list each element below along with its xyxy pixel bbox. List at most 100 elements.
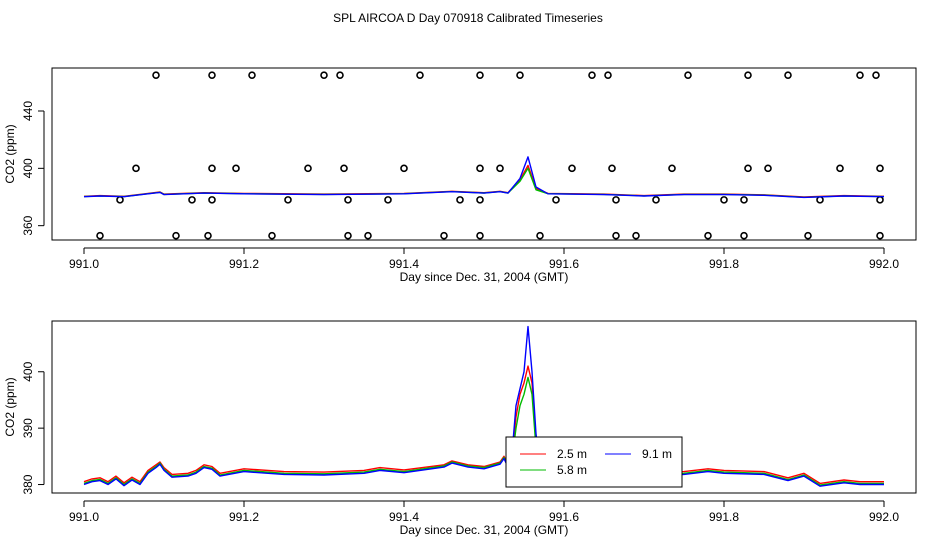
top-x-tick-label: 991.4	[389, 257, 419, 271]
bottom-series-9-1m	[83, 325, 884, 487]
top-calibration-point	[268, 231, 276, 240]
top-calibration-point	[720, 196, 728, 204]
bottom-x-tick-label: 991.6	[549, 510, 579, 524]
top-calibration-point	[476, 231, 484, 240]
top-x-tick-label: 991.8	[709, 257, 739, 271]
top-calibration-point	[476, 196, 484, 204]
top-calibration-point	[740, 196, 748, 204]
top-calibration-point	[456, 196, 464, 204]
top-y-tick-label: 440	[21, 101, 35, 121]
top-calibration-point	[204, 231, 212, 240]
top-calibration-point	[476, 71, 484, 79]
top-calibration-point	[132, 164, 140, 173]
bottom-x-tick-label: 991.4	[389, 510, 419, 524]
top-calibration-point	[604, 71, 612, 79]
top-calibration-point	[344, 196, 352, 204]
top-calibration-point	[344, 231, 352, 240]
top-calibration-point	[588, 71, 596, 79]
top-calibration-point	[416, 71, 424, 79]
top-calibration-point	[552, 196, 560, 204]
top-series-9-1m	[83, 156, 885, 199]
top-calibration-point	[188, 196, 196, 204]
top-calibration-point	[608, 164, 616, 173]
top-calibration-point	[764, 164, 772, 173]
legend: 2.5 m 9.1 m 5.8 m	[505, 436, 683, 488]
top-calibration-point	[208, 196, 216, 204]
top-x-axis-label: Day since Dec. 31, 2004 (GMT)	[400, 270, 569, 284]
top-plot-frame	[51, 67, 917, 241]
bottom-y-tick-label: 400	[21, 361, 35, 381]
top-calibration-point	[496, 164, 504, 173]
top-calibration-point	[872, 71, 880, 79]
top-calibration-point	[836, 164, 844, 173]
top-calibration-point	[340, 164, 348, 173]
top-calibration-point	[816, 196, 824, 204]
top-x-tick-label: 991.0	[69, 257, 99, 271]
top-calibration-point	[744, 71, 752, 79]
top-calibration-point	[740, 231, 748, 240]
top-series-2-5m	[83, 164, 885, 198]
top-panel: 991.0 991.2 991.4 991.6 991.8 992.0360400440 …	[3, 67, 917, 284]
top-calibration-point	[612, 196, 620, 204]
top-calibration-point	[612, 231, 620, 240]
bottom-series-5-8m	[83, 376, 884, 486]
top-calibration-point	[232, 164, 240, 173]
top-y-tick-label: 400	[21, 158, 35, 178]
top-calibration-point	[440, 231, 448, 240]
top-calibration-point	[208, 164, 216, 173]
legend-box	[505, 436, 683, 488]
bottom-panel: 991.0 991.2 991.4 991.6 991.8 992.0380390400 …	[3, 320, 917, 537]
top-calibration-point	[364, 231, 372, 240]
top-calibration-point	[172, 231, 180, 240]
top-y-tick-label: 360	[21, 215, 35, 235]
top-x-tick-label: 991.2	[229, 257, 259, 271]
top-calibration-point	[876, 164, 884, 173]
bottom-x-axis-label: Day since Dec. 31, 2004 (GMT)	[400, 523, 569, 537]
top-calibration-point	[384, 196, 392, 204]
bottom-x-tick-label: 991.8	[709, 510, 739, 524]
top-calibration-point	[116, 196, 124, 204]
top-calibration-point	[400, 164, 408, 173]
top-calibration-point	[320, 71, 328, 79]
legend-label-2-5m: 2.5 m	[557, 447, 587, 461]
top-calibration-point	[284, 196, 292, 204]
bottom-series-2-5m	[83, 365, 884, 485]
legend-label-5-8m: 5.8 m	[557, 463, 587, 477]
bottom-y-tick-label: 380	[21, 474, 35, 494]
top-calibration-point	[336, 71, 344, 79]
top-calibration-point	[248, 71, 256, 79]
top-calibration-point	[668, 164, 676, 173]
top-x-tick-label: 991.6	[549, 257, 579, 271]
top-calibration-point	[856, 71, 864, 79]
bottom-y-tick-label: 390	[21, 418, 35, 438]
bottom-axes: 991.0 991.2 991.4 991.6 991.8 992.0 380 390 400	[21, 361, 899, 524]
top-axes: 991.0 991.2 991.4 991.6 991.8 992.0 360 400 440	[21, 101, 899, 271]
figure-title: SPL AIRCOA D Day 070918 Calibrated Times…	[333, 11, 603, 25]
top-calibration-point	[536, 231, 544, 240]
top-marks	[83, 71, 885, 240]
top-calibration-point	[208, 71, 216, 79]
bottom-x-tick-label: 992.0	[869, 510, 899, 524]
top-calibration-point	[876, 196, 884, 204]
top-calibration-point	[96, 231, 104, 240]
top-x-tick-label: 992.0	[869, 257, 899, 271]
top-calibration-point	[876, 231, 884, 240]
top-calibration-point	[632, 231, 640, 240]
top-calibration-point	[684, 71, 692, 79]
top-calibration-point	[516, 71, 524, 79]
bottom-x-tick-label: 991.0	[69, 510, 99, 524]
top-calibration-point	[804, 231, 812, 240]
top-calibration-point	[744, 164, 752, 173]
top-calibration-point	[152, 71, 160, 79]
top-calibration-point	[704, 231, 712, 240]
bottom-marks	[83, 325, 884, 487]
top-calibration-point	[476, 164, 484, 173]
bottom-x-tick-label: 991.2	[229, 510, 259, 524]
top-calibration-point	[784, 71, 792, 79]
bottom-plot-frame	[51, 320, 917, 494]
top-calibration-point	[304, 164, 312, 173]
top-y-axis-label: CO2 (ppm)	[3, 124, 17, 183]
top-calibration-point	[568, 164, 576, 173]
bottom-y-axis-label: CO2 (ppm)	[3, 377, 17, 436]
